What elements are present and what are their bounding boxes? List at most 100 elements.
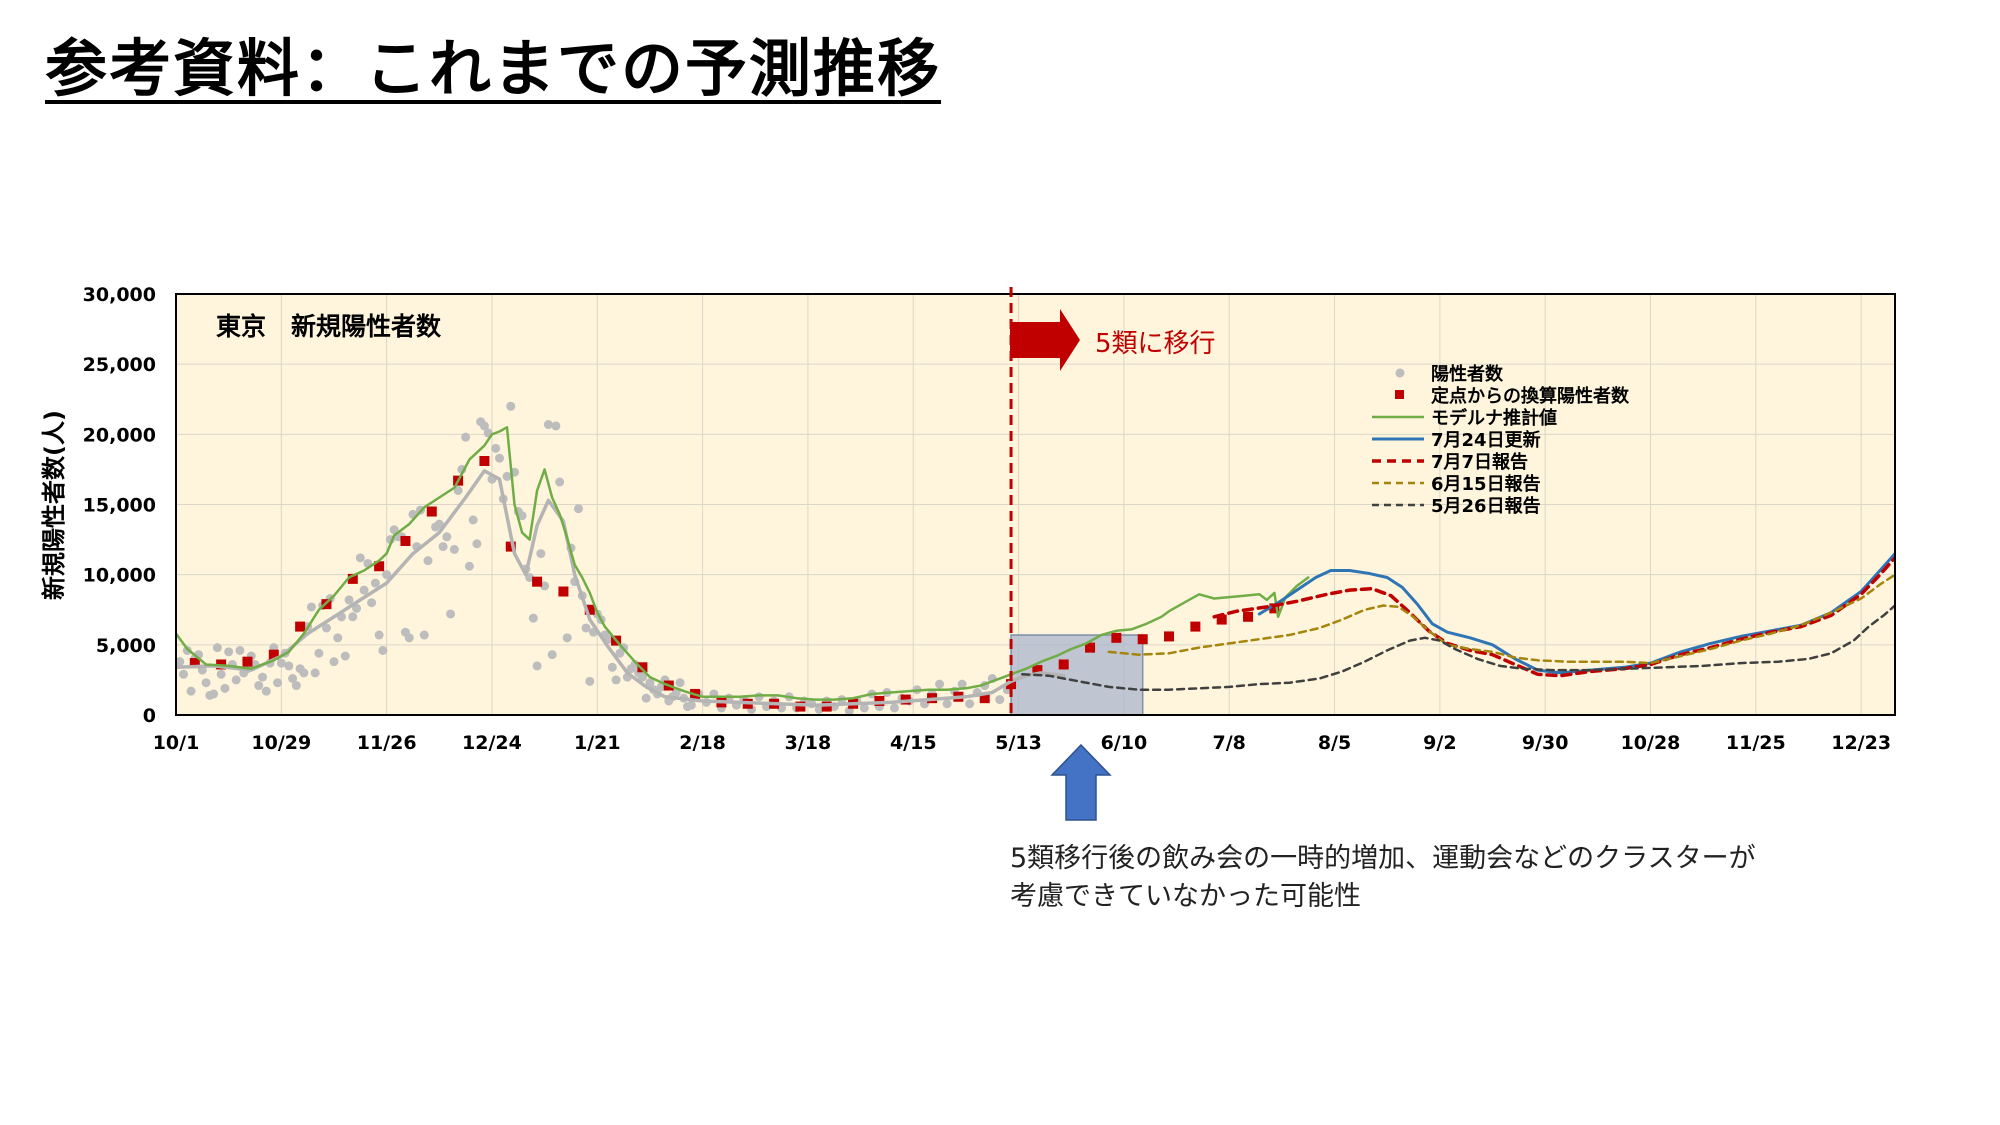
x-tick-label: 9/2 (1423, 732, 1456, 754)
data-point (543, 420, 553, 430)
data-point (683, 702, 693, 712)
data-marker (795, 701, 806, 712)
data-point (446, 609, 456, 619)
data-point (468, 515, 478, 525)
data-point (216, 669, 226, 679)
data-marker (189, 658, 200, 669)
data-marker (347, 573, 358, 584)
data-point (333, 633, 343, 643)
data-point (551, 421, 561, 431)
data-marker (584, 604, 595, 615)
legend: 陽性者数定点からの換算陽性者数モデルナ推計値7月24日更新7月7日報告6月15日… (1372, 363, 1630, 517)
y-axis-label: 新規陽性者数(人) (40, 410, 68, 600)
data-point (449, 544, 459, 554)
data-point (288, 674, 298, 684)
note-text: 5類移行後の飲み会の一時的増加、運動会などのクラスターが 考慮できていなかった可… (1010, 840, 1756, 916)
legend-label: 陽性者数 (1431, 363, 1504, 385)
legend-label: 定点からの換算陽性者数 (1431, 385, 1630, 407)
data-point (295, 664, 305, 674)
data-point (273, 678, 283, 688)
data-point (532, 661, 542, 671)
x-tick-label: 10/1 (153, 732, 200, 754)
data-marker (374, 561, 385, 572)
data-point (404, 633, 414, 643)
data-point (348, 612, 358, 622)
data-point (310, 668, 320, 678)
data-point (957, 679, 967, 689)
data-point (547, 650, 557, 660)
y-tick-label: 25,000 (83, 354, 156, 376)
data-point (389, 525, 399, 535)
up-arrow-icon (1050, 743, 1112, 821)
data-point (581, 623, 591, 633)
data-point (464, 561, 474, 571)
data-marker (1085, 642, 1096, 653)
data-point (209, 689, 219, 699)
y-tick-label: 5,000 (96, 635, 156, 657)
data-point (536, 549, 546, 559)
data-point (935, 679, 945, 689)
note-line-1: 5類移行後の飲み会の一時的増加、運動会などのクラスターが (1010, 843, 1756, 874)
data-point (491, 443, 501, 453)
series-line (176, 426, 1310, 701)
data-marker (400, 535, 411, 546)
x-tick-label: 4/15 (890, 732, 937, 754)
data-point (370, 578, 380, 588)
x-tick-label: 10/29 (251, 732, 311, 754)
x-tick-label: 2/18 (679, 732, 726, 754)
data-point (231, 675, 241, 685)
data-point (472, 539, 482, 549)
y-tick-label: 10,000 (83, 565, 156, 587)
data-point (461, 432, 471, 442)
y-tick-label: 20,000 (83, 424, 156, 446)
data-marker (268, 649, 279, 660)
data-marker (505, 541, 516, 552)
data-point (615, 648, 625, 658)
y-tick-label: 15,000 (83, 495, 156, 517)
data-marker (1032, 665, 1043, 676)
data-point (645, 678, 655, 688)
data-point (995, 695, 1005, 705)
data-point (235, 645, 245, 655)
data-marker (979, 693, 990, 704)
data-point (438, 542, 448, 552)
x-tick-label: 12/23 (1831, 732, 1891, 754)
series-line (1107, 573, 1895, 665)
legend-label: 6月15日報告 (1431, 473, 1541, 495)
data-point (540, 581, 550, 591)
data-marker (1190, 621, 1201, 632)
data-marker (558, 586, 569, 597)
data-point (186, 686, 196, 696)
data-point (506, 401, 516, 411)
data-point (176, 657, 185, 667)
x-tick-label: 3/18 (785, 732, 832, 754)
legend-swatch (1395, 390, 1404, 399)
x-tick-label: 11/25 (1726, 732, 1786, 754)
x-tick-label: 11/26 (357, 732, 417, 754)
data-point (607, 662, 617, 672)
data-point (179, 669, 189, 679)
data-point (573, 504, 583, 514)
data-marker (1006, 679, 1017, 690)
data-point (220, 683, 230, 693)
data-marker (821, 701, 832, 712)
data-point (344, 595, 354, 605)
y-tick-label: 0 (143, 705, 156, 727)
data-point (224, 647, 234, 657)
legend-label: モデルナ推計値 (1431, 407, 1557, 429)
legend-label: 7月24日更新 (1431, 429, 1541, 451)
series-jun15 (1107, 573, 1895, 665)
data-point (321, 623, 331, 633)
data-point (562, 633, 572, 643)
data-point (329, 657, 339, 667)
data-point (442, 532, 452, 542)
data-point (423, 556, 433, 566)
data-point (494, 453, 504, 463)
data-marker (426, 506, 437, 517)
data-point (306, 602, 316, 612)
series-line (1021, 604, 1895, 691)
data-marker (1216, 614, 1227, 625)
data-point (859, 703, 869, 713)
y-tick-label: 30,000 (83, 284, 156, 306)
